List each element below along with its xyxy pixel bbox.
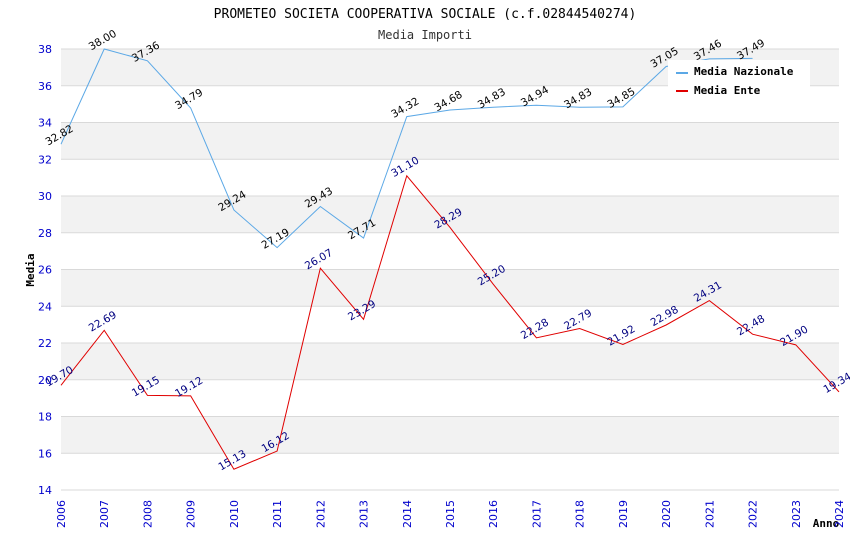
series-lines (60, 48, 840, 470)
x-tick-label: 2009 (185, 500, 198, 528)
y-axis-ticks: 14 16 18 20 22 24 26 28 30 32 34 36 38 (38, 43, 52, 497)
y-tick-label: 38 (38, 43, 52, 56)
y-tick-label: 34 (38, 117, 52, 130)
y-tick-label: 36 (38, 80, 52, 93)
x-tick-label: 2018 (574, 500, 587, 528)
band (61, 416, 839, 454)
band (61, 159, 839, 196)
band (61, 343, 839, 380)
y-tick-label: 32 (38, 153, 52, 166)
band (61, 379, 839, 417)
x-tick-label: 2014 (401, 500, 414, 528)
y-tick-label: 28 (38, 227, 52, 240)
x-tick-label: 2006 (55, 500, 68, 528)
x-tick-label: 2019 (617, 500, 630, 528)
x-tick-label: 2023 (790, 500, 803, 528)
y-tick-label: 22 (38, 337, 52, 350)
x-tick-label: 2017 (530, 500, 543, 528)
x-tick-label: 2021 (703, 500, 716, 528)
x-axis-ticks: 2006 2007 2008 2009 2010 2011 2012 2013 2014 2015… (55, 500, 846, 528)
series-line-media-nazionale (60, 48, 753, 249)
series-line-media-ente (60, 174, 840, 470)
legend: Media Nazionale Media Ente (668, 60, 810, 102)
x-axis-label: Anno (813, 517, 840, 530)
y-axis-label: Media (24, 253, 37, 286)
x-tick-label: 2012 (314, 500, 327, 528)
x-tick-label: 2007 (98, 500, 111, 528)
band (61, 196, 839, 233)
y-tick-label: 26 (38, 264, 52, 277)
x-tick-label: 2020 (660, 500, 673, 528)
plot-background-bands (61, 49, 839, 490)
x-tick-label: 2011 (271, 500, 284, 528)
legend-label-media-nazionale: Media Nazionale (694, 65, 794, 78)
band (61, 453, 839, 490)
y-tick-label: 30 (38, 190, 52, 203)
y-tick-label: 24 (38, 300, 52, 313)
band (61, 306, 839, 343)
x-tick-label: 2008 (141, 500, 154, 528)
band (61, 232, 839, 270)
chart-subtitle: Media Importi (378, 28, 472, 42)
x-tick-label: 2015 (444, 500, 457, 528)
y-tick-label: 18 (38, 411, 52, 424)
band (61, 122, 839, 160)
x-tick-label: 2013 (358, 500, 371, 528)
x-tick-label: 2010 (228, 500, 241, 528)
x-tick-label: 2022 (747, 500, 760, 528)
x-tick-label: 2024 (833, 500, 846, 528)
legend-label-media-ente: Media Ente (694, 84, 761, 97)
chart-title: PROMETEO SOCIETA COOPERATIVA SOCIALE (c.… (214, 7, 637, 22)
y-tick-label: 16 (38, 447, 52, 460)
y-tick-label: 20 (38, 374, 52, 387)
gridlines (61, 48, 839, 491)
y-tick-label: 14 (38, 484, 52, 497)
x-tick-label: 2016 (487, 500, 500, 528)
legend-box (668, 60, 810, 102)
